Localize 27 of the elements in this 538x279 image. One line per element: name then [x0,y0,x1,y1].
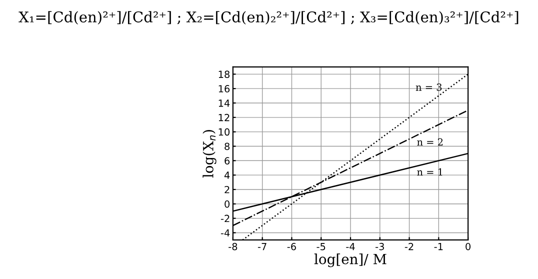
y-tick-label: 14 [218,100,230,107]
y-tick-label: 4 [224,172,230,179]
y-tick-label: 0 [224,200,230,208]
series-label: n = 3 [416,83,442,91]
series-label: n = 1 [417,168,442,176]
y-tick-label: 18 [218,70,230,78]
x-tick-label: -1 [434,243,443,250]
x-tick-label: 0 [466,242,471,250]
y-tick-label: 16 [218,85,230,92]
x-tick-label: -3 [376,242,384,250]
y-tick-label: -2 [220,214,230,222]
y-tick-label: 2 [224,186,230,194]
x-tick-label: -8 [228,242,238,250]
x-tick-label: -5 [316,243,326,250]
series-label: n = 2 [417,138,443,146]
x-tick-label: -2 [404,242,414,250]
x-tick-label: -6 [287,242,296,250]
y-tick-label: 10 [218,128,230,136]
y-tick-label: 6 [224,157,230,164]
y-tick-label: -4 [220,229,230,236]
y-axis-title: log(X$_{n}$) [202,130,216,178]
x-tick-label: -4 [346,243,355,250]
x-tick-label: -7 [258,243,266,250]
x-axis-title: log[en]/ M [314,254,386,268]
y-tick-label: 12 [218,114,230,122]
chart-title: X₁=[Cd(en)²⁺]/[Cd²⁺] ; X₂=[Cd(en)₂²⁺]/[Cd²⁺] ; X₃=[Cd(en)₃²⁺]/[Cd²⁺] [18,11,518,25]
y-tick-label: 8 [224,142,230,150]
